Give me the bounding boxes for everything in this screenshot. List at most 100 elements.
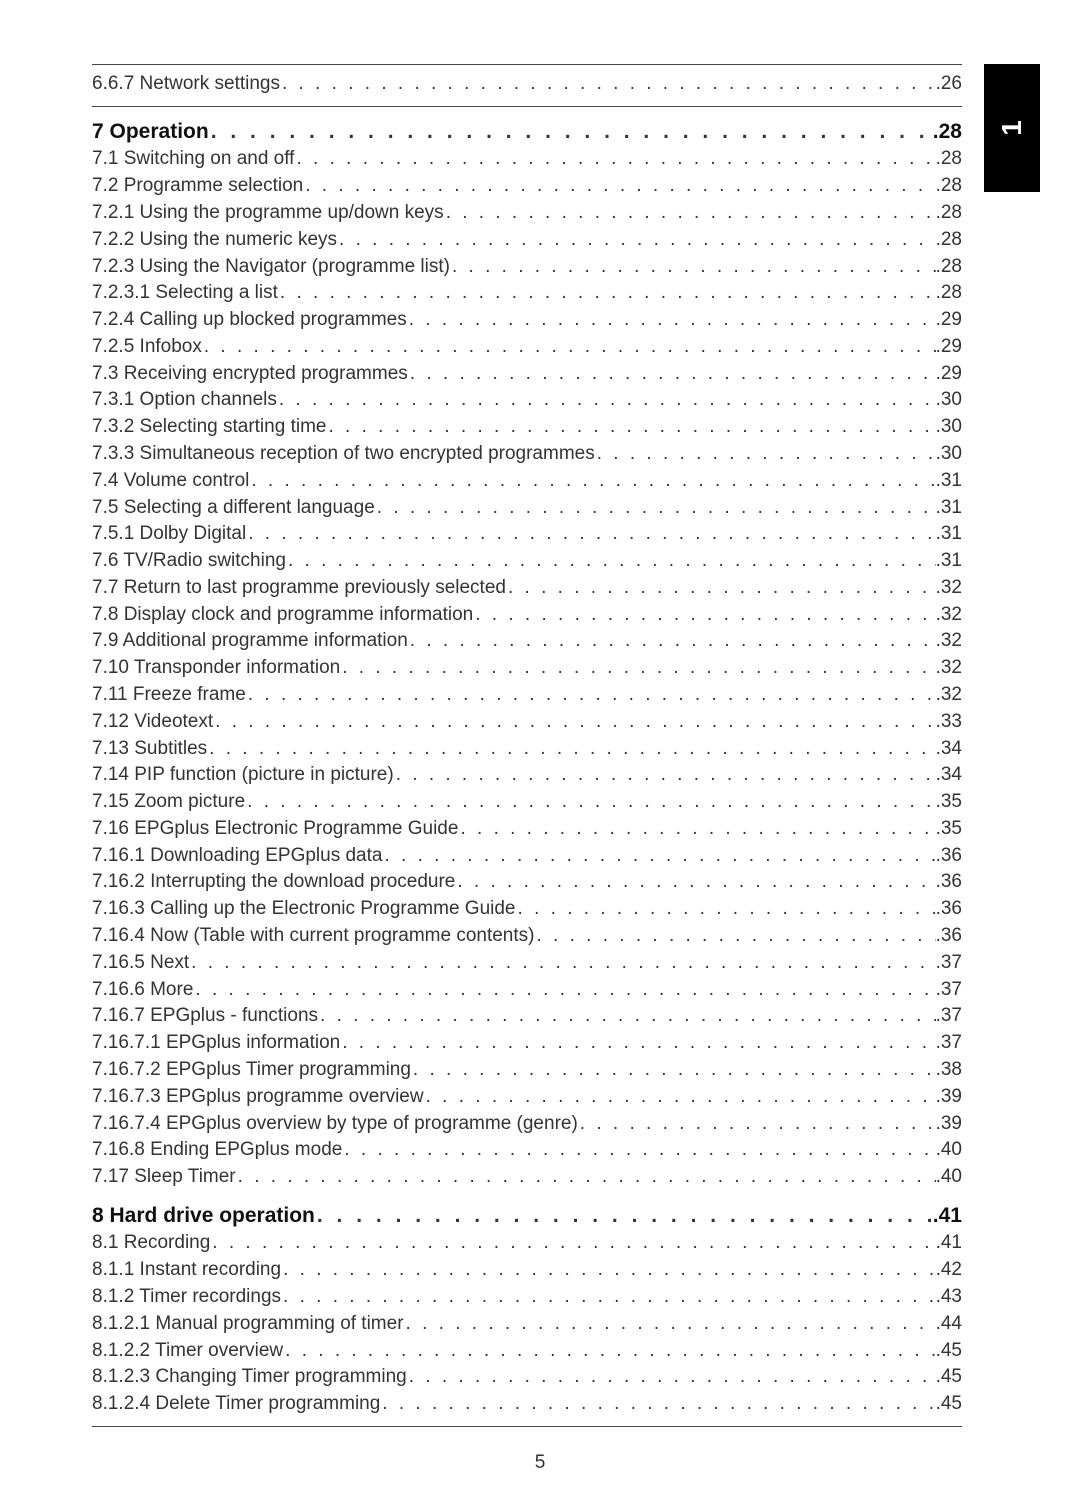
toc-leader-dots: . . . . . . . . . . . . . . . . . . . . …	[424, 1084, 936, 1111]
toc-entry: 7.1 Switching on and off . . . . . . . .…	[92, 146, 962, 173]
toc-entry-page: .36	[936, 896, 962, 923]
toc-leader-dots: . . . . . . . . . . . . . . . . . . . . …	[382, 843, 935, 870]
toc-leader-dots: . . . . . . . . . . . . . . . . . . . . …	[278, 280, 936, 307]
toc-leader-dots: . . . . . . . . . . . . . . . . . . . . …	[318, 1003, 936, 1030]
toc-entry: 8.1.1 Instant recording . . . . . . . . …	[92, 1257, 962, 1284]
toc-entry-title: 7.16.4 Now (Table with current programme…	[92, 923, 534, 950]
toc-entry-page: .39	[936, 1111, 962, 1138]
toc-entry-title: 7.13 Subtitles	[92, 736, 207, 763]
toc-leader-dots: . . . . . . . . . . . . . . . . . . . . …	[294, 146, 935, 173]
toc-entry-title: 7.2.3 Using the Navigator (programme lis…	[92, 254, 450, 281]
toc-entry-page: .37	[936, 1003, 962, 1030]
toc-entry-page: .37	[936, 950, 962, 977]
toc-entry-title: 7.17 Sleep Timer	[92, 1164, 236, 1191]
toc-entry: 7.12 Videotext . . . . . . . . . . . . .…	[92, 709, 962, 736]
toc-entry-title: 7.16.3 Calling up the Electronic Program…	[92, 896, 516, 923]
toc-entry-title: 7.5 Selecting a different language	[92, 495, 375, 522]
toc-entry-title: 8.1.2 Timer recordings	[92, 1284, 281, 1311]
toc-entry-title: 8.1.1 Instant recording	[92, 1257, 281, 1284]
toc-leader-dots: . . . . . . . . . . . . . . . . . . . . …	[407, 1364, 936, 1391]
toc-leader-dots: . . . . . . . . . . . . . . . . . . . . …	[246, 682, 936, 709]
toc-leader-dots: . . . . . . . . . . . . . . . . . . . . …	[411, 1057, 936, 1084]
toc-entry: 7.9 Additional programme information . .…	[92, 628, 962, 655]
toc-entry-page: .28	[936, 200, 962, 227]
toc-entry-page: .32	[936, 602, 962, 629]
toc-entry-title: 7.2.1 Using the programme up/down keys	[92, 200, 444, 227]
toc-entry-title: 7.5.1 Dolby Digital	[92, 521, 246, 548]
toc-entry-page: .30	[936, 387, 962, 414]
toc-entry-title: 7.6 TV/Radio switching	[92, 548, 286, 575]
toc-leader-dots: . . . . . . . . . . . . . . . . . . . . …	[450, 254, 936, 281]
toc-entry: 7.16.1 Downloading EPGplus data . . . . …	[92, 843, 962, 870]
toc-section-heading: 8 Hard drive operation . . . . . . . . .…	[92, 1201, 962, 1231]
toc-entry-page: .26	[936, 71, 962, 98]
toc-entry: 7.14 PIP function (picture in picture) .…	[92, 762, 962, 789]
toc-entry-page: .37	[936, 977, 962, 1004]
toc-entry-title: 7.9 Additional programme information	[92, 628, 408, 655]
toc-entry-page: .31	[936, 548, 962, 575]
toc-leader-dots: . . . . . . . . . . . . . . . . . . . . …	[209, 117, 933, 147]
toc-leader-dots: . . . . . . . . . . . . . . . . . . . . …	[595, 441, 936, 468]
toc-leader-dots: . . . . . . . . . . . . . . . . . . . . …	[375, 495, 936, 522]
toc-leader-dots: . . . . . . . . . . . . . . . . . . . . …	[337, 227, 936, 254]
toc-entry: 7.16.8 Ending EPGplus mode . . . . . . .…	[92, 1137, 962, 1164]
section-separator	[92, 106, 962, 107]
toc-entry-page: .31	[936, 495, 962, 522]
toc-entry-title: 7.2 Programme selection	[92, 173, 303, 200]
toc-entry-title: 7.16.7.2 EPGplus Timer programming	[92, 1057, 411, 1084]
section-tab-label: 1	[996, 120, 1028, 136]
toc-entry-title: 8 Hard drive operation	[92, 1201, 315, 1231]
toc-section-heading: 7 Operation . . . . . . . . . . . . . . …	[92, 117, 962, 147]
toc-leader-dots: . . . . . . . . . . . . . . . . . . . . …	[404, 1311, 936, 1338]
toc-entry: 7.11 Freeze frame . . . . . . . . . . . …	[92, 682, 962, 709]
toc-entry: 7.6 TV/Radio switching . . . . . . . . .…	[92, 548, 962, 575]
toc-entry-page: .37	[936, 1030, 962, 1057]
toc-entry: 7.16.2 Interrupting the download procedu…	[92, 869, 962, 896]
toc-entry-title: 7.16.7.4 EPGplus overview by type of pro…	[92, 1111, 578, 1138]
toc-entry: 7.2.4 Calling up blocked programmes . . …	[92, 307, 962, 334]
toc-entry-title: 7.2.3.1 Selecting a list	[92, 280, 278, 307]
toc-entry-title: 7.16.7.3 EPGplus programme overview	[92, 1084, 424, 1111]
toc-entry-page: .32	[936, 575, 962, 602]
toc-entry-page: .31	[936, 521, 962, 548]
toc-entry: 7.3.2 Selecting starting time . . . . . …	[92, 414, 962, 441]
toc-entry-page: .34	[936, 736, 962, 763]
toc-entry-page: .36	[936, 923, 962, 950]
toc-container: 6.6.7 Network settings . . . . . . . . .…	[92, 71, 962, 1418]
toc-entry-title: 7.2.5 Infobox	[92, 334, 202, 361]
toc-entry-title: 7.4 Volume control	[92, 468, 249, 495]
toc-leader-dots: . . . . . . . . . . . . . . . . . . . . …	[534, 923, 935, 950]
toc-entry-page: .32	[936, 682, 962, 709]
toc-leader-dots: . . . . . . . . . . . . . . . . . . . . …	[473, 602, 935, 629]
toc-entry-page: .34	[936, 762, 962, 789]
toc-entry: 7.2.3.1 Selecting a list . . . . . . . .…	[92, 280, 962, 307]
toc-leader-dots: . . . . . . . . . . . . . . . . . . . . …	[281, 1284, 936, 1311]
toc-leader-dots: . . . . . . . . . . . . . . . . . . . . …	[394, 762, 936, 789]
toc-entry-title: 8.1.2.2 Timer overview	[92, 1338, 283, 1365]
toc-entry: 7.3.3 Simultaneous reception of two encr…	[92, 441, 962, 468]
toc-entry-page: .44	[936, 1311, 962, 1338]
toc-entry-page: .40	[936, 1137, 962, 1164]
toc-entry: 7.16.4 Now (Table with current programme…	[92, 923, 962, 950]
toc-leader-dots: . . . . . . . . . . . . . . . . . . . . …	[280, 71, 936, 98]
toc-leader-dots: . . . . . . . . . . . . . . . . . . . . …	[340, 655, 935, 682]
toc-entry-title: 7 Operation	[92, 117, 209, 147]
toc-leader-dots: . . . . . . . . . . . . . . . . . . . . …	[444, 200, 936, 227]
toc-entry-page: .30	[936, 441, 962, 468]
toc-entry-page: .41	[936, 1230, 962, 1257]
toc-entry-page: .29	[936, 334, 962, 361]
toc-entry: 7.10 Transponder information . . . . . .…	[92, 655, 962, 682]
toc-entry-title: 7.16 EPGplus Electronic Programme Guide	[92, 816, 458, 843]
toc-entry-title: 7.11 Freeze frame	[92, 682, 246, 709]
toc-entry-title: 7.16.6 More	[92, 977, 193, 1004]
toc-entry-page: .35	[936, 816, 962, 843]
toc-entry-page: .40	[936, 1164, 962, 1191]
toc-entry-title: 7.16.8 Ending EPGplus mode	[92, 1137, 342, 1164]
toc-entry-title: 6.6.7 Network settings	[92, 71, 280, 98]
toc-entry-title: 7.2.2 Using the numeric keys	[92, 227, 337, 254]
toc-entry: 7.2 Programme selection . . . . . . . . …	[92, 173, 962, 200]
toc-entry: 7.16 EPGplus Electronic Programme Guide …	[92, 816, 962, 843]
toc-entry-title: 7.10 Transponder information	[92, 655, 340, 682]
toc-entry-title: 7.3.1 Option channels	[92, 387, 277, 414]
toc-entry: 7.5.1 Dolby Digital . . . . . . . . . . …	[92, 521, 962, 548]
